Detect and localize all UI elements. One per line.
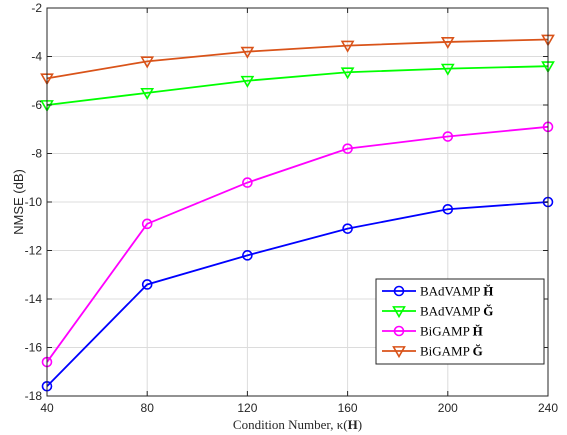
data-point bbox=[440, 63, 455, 76]
data-point bbox=[442, 131, 454, 142]
y-axis-label: NMSE (dB) bbox=[11, 169, 26, 235]
legend-entry: BAdVAMP H̆ bbox=[382, 284, 493, 299]
x-axis-label: Condition Number, κ(H) bbox=[233, 417, 362, 432]
data-point bbox=[342, 143, 353, 154]
data-point bbox=[242, 250, 253, 261]
data-point bbox=[242, 177, 253, 188]
legend-marker bbox=[392, 306, 406, 319]
x-tick-label: 40 bbox=[40, 401, 54, 415]
legend-entry: BiGAMP H̆ bbox=[382, 324, 483, 339]
legend-marker bbox=[393, 285, 405, 297]
y-tick-label: -16 bbox=[25, 341, 43, 355]
ticks: 40 80 120 160 200 240 -18 -16 -14 -12 -10 -8 -6 -4 -2 bbox=[25, 1, 559, 415]
y-tick-label: -14 bbox=[25, 292, 43, 306]
legend-label: BiGAMP H̆ bbox=[420, 324, 483, 339]
data-point bbox=[240, 75, 255, 88]
y-tick-label: -10 bbox=[25, 195, 43, 209]
x-tick-label: 200 bbox=[438, 401, 458, 415]
data-point bbox=[240, 46, 255, 59]
data-point bbox=[141, 218, 153, 230]
legend-label: BAdVAMP H̆ bbox=[420, 284, 493, 299]
series-line bbox=[46, 65, 549, 106]
y-tick-label: -6 bbox=[31, 98, 42, 112]
x-tick-label: 120 bbox=[237, 401, 257, 415]
x-tick-label: 80 bbox=[141, 401, 155, 415]
series-2 bbox=[41, 121, 554, 368]
y-tick-label: -2 bbox=[31, 1, 42, 15]
legend-entry: BAdVAMP Ğ bbox=[382, 304, 493, 319]
legend-box bbox=[375, 278, 545, 365]
y-tick-label: -4 bbox=[31, 50, 42, 64]
legend-label: BiGAMP Ğ bbox=[420, 344, 483, 359]
y-tick-label: -8 bbox=[31, 147, 42, 161]
data-point bbox=[442, 203, 454, 215]
x-tick-label: 240 bbox=[538, 401, 558, 415]
legend: BAdVAMP H̆ BAdVAMP Ğ BiGAMP H̆ BiGAMP Ğ bbox=[375, 278, 545, 365]
data-point bbox=[140, 56, 155, 69]
grid bbox=[46, 7, 549, 397]
legend-marker bbox=[392, 346, 406, 359]
x-tick-label: 160 bbox=[338, 401, 358, 415]
legend-marker bbox=[393, 325, 405, 337]
series-3 bbox=[40, 34, 555, 86]
data-point bbox=[141, 279, 153, 290]
series-line bbox=[46, 125, 549, 363]
data-point bbox=[340, 40, 355, 53]
series-1 bbox=[40, 61, 555, 113]
series-group bbox=[40, 34, 555, 392]
data-point bbox=[140, 87, 155, 100]
legend-label: BAdVAMP Ğ bbox=[420, 304, 493, 319]
y-tick-label: -12 bbox=[25, 244, 43, 258]
series-line bbox=[46, 38, 549, 80]
legend-entry: BiGAMP Ğ bbox=[382, 344, 483, 359]
y-tick-label: -18 bbox=[25, 389, 43, 403]
data-point bbox=[342, 223, 353, 234]
data-point bbox=[440, 37, 455, 50]
data-point bbox=[340, 67, 355, 80]
series-line bbox=[46, 201, 549, 387]
